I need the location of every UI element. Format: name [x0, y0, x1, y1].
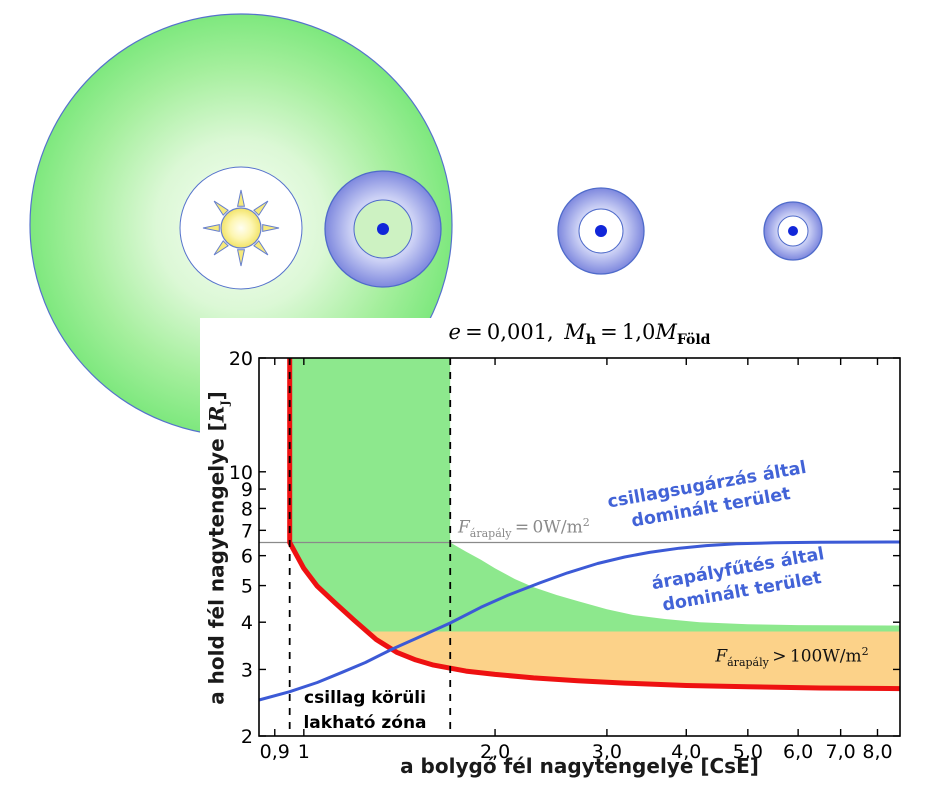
y-tick-label: 8 — [241, 498, 253, 520]
plot-frame — [258, 357, 901, 737]
y-tick-label: 6 — [241, 546, 253, 568]
y-tick-label: 2 — [241, 726, 253, 748]
sun-ray-icon — [236, 189, 246, 207]
x-axis-label: a bolygó fél nagytengelye [CsE] — [400, 754, 759, 778]
x-tick-label: 8,0 — [862, 741, 892, 763]
sun-ray-icon — [262, 223, 280, 233]
chart-title: e = 0,001, Mh = 1,0MFöld — [448, 320, 711, 349]
x-tick-label: 7,0 — [826, 741, 856, 763]
title-moon-mass-var: M — [564, 320, 586, 344]
chart-panel: 0,9 1 2,0 3,0 4,0 5,0 6,0 7,0 8,0 2 3 4 5 6 7 8 9 10 20 e … — [200, 318, 931, 800]
moon-habitable-green-region — [289, 358, 900, 632]
y-tick-label: 7 — [241, 520, 253, 542]
title-e-var: e — [448, 320, 461, 344]
sun-ray-icon — [213, 200, 229, 216]
sun-ray-icon — [253, 200, 269, 216]
sun-ray-icon — [202, 223, 220, 233]
y-tick-label: 3 — [241, 659, 253, 681]
blue-balance-curve — [258, 540, 901, 702]
circumstellar-hz-annotation: csillag körüli lakható zóna — [303, 688, 427, 733]
sun-ray-icon — [236, 249, 246, 267]
y-tick-label: 20 — [229, 348, 253, 370]
x-tick-label: 2,0 — [480, 741, 510, 763]
sun-icon — [220, 207, 262, 249]
sun-ray-icon — [253, 240, 269, 256]
planet-dot — [377, 223, 389, 235]
planet-dot — [788, 226, 798, 236]
planet-dot — [595, 225, 607, 237]
flux-100-annotation: Fárapály > 100W/m2 — [715, 645, 869, 670]
x-tick-label: 3,0 — [592, 741, 622, 763]
y-tick-label: 4 — [241, 612, 253, 634]
y-tick-label: 10 — [229, 462, 253, 484]
red-critical-limit-curve — [287, 358, 901, 692]
x-tick-label: 5,0 — [733, 741, 763, 763]
x-tick-label: 6,0 — [783, 741, 813, 763]
y-tick-label: 9 — [241, 479, 253, 501]
x-tick-label: 0,9 — [260, 741, 290, 763]
y-tick-label: 5 — [241, 576, 253, 598]
flux-zero-annotation: Fárapály = 0W/m2 — [458, 516, 590, 541]
x-tick-label: 4,0 — [671, 741, 701, 763]
sun-ray-icon — [213, 240, 229, 256]
x-tick-label: 1 — [298, 741, 310, 763]
y-axis-label: a hold fél nagytengelye [RJ] — [204, 391, 232, 705]
